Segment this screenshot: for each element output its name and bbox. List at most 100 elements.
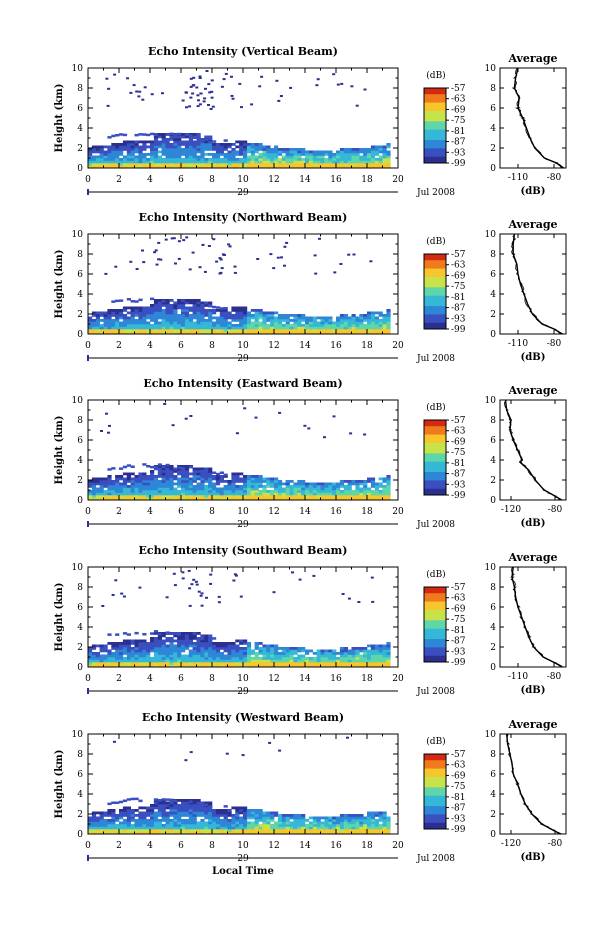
- heatmap-cell: [363, 165, 368, 169]
- heatmap-cell: [343, 824, 348, 827]
- heatmap-cell: [153, 133, 159, 137]
- heatmap-cell: [188, 800, 193, 803]
- heatmap-cell: [312, 321, 317, 325]
- heatmap-cell: [359, 490, 364, 493]
- heatmap-cell: [382, 824, 387, 827]
- colorbar-segment: [424, 125, 446, 128]
- heatmap-cell: [161, 632, 166, 635]
- panel-title: Echo Intensity (Northward Beam): [139, 211, 348, 224]
- colorbar-segment: [424, 94, 446, 97]
- heatmap-cell: [138, 829, 143, 832]
- heatmap-cell: [223, 326, 228, 330]
- heatmap-cell: [146, 649, 151, 653]
- heatmap-cell: [122, 158, 128, 161]
- heatmap-cell: [339, 816, 345, 820]
- heatmap-cell: [246, 657, 252, 660]
- heatmap-cell: [142, 826, 147, 830]
- heatmap-cell: [107, 324, 112, 327]
- heatmap-cell: [188, 155, 193, 159]
- heatmap-cell: [188, 497, 193, 501]
- heatmap-cell: [231, 652, 236, 655]
- heatmap-cell: [200, 487, 205, 491]
- heatmap-cell: [184, 759, 188, 762]
- heatmap-cell: [208, 809, 213, 812]
- heatmap-cell: [355, 155, 360, 159]
- heatmap-cell: [378, 819, 383, 822]
- heatmap-cell: [122, 662, 128, 665]
- heatmap-cell: [235, 487, 240, 491]
- heatmap-cell: [359, 831, 364, 835]
- heatmap-cell: [95, 326, 100, 330]
- y-tick-label: 6: [77, 770, 83, 780]
- heatmap-cell: [231, 316, 236, 320]
- heatmap-cell: [374, 497, 379, 501]
- heatmap-cell: [246, 158, 252, 161]
- heatmap-cell: [107, 809, 112, 812]
- heatmap-cell: [188, 148, 193, 151]
- heatmap-cell: [363, 155, 368, 159]
- heatmap-cell: [351, 158, 356, 161]
- heatmap-cell: [91, 329, 97, 332]
- heatmap-cell: [192, 801, 197, 805]
- heatmap-cell: [157, 329, 162, 332]
- heatmap-cell: [188, 806, 193, 810]
- heatmap-cell: [99, 482, 104, 486]
- heatmap-cell: [370, 814, 376, 817]
- colorbar-segment: [424, 474, 446, 477]
- heatmap-cell: [126, 487, 131, 491]
- heatmap-cell: [157, 811, 162, 815]
- heatmap-cell: [235, 492, 240, 496]
- colorbar-segment: [424, 768, 446, 772]
- heatmap-cell: [277, 150, 283, 154]
- heatmap-cell: [382, 644, 387, 648]
- heatmap-cell: [219, 311, 224, 315]
- heatmap-cell: [153, 299, 159, 302]
- heatmap-cell: [254, 811, 259, 815]
- heatmap-cell: [99, 814, 104, 817]
- colorbar-tick-label: -75: [451, 782, 466, 792]
- heatmap-cell: [130, 465, 135, 468]
- x-tick-label: 4: [147, 841, 153, 851]
- heatmap-cell: [355, 329, 360, 332]
- heatmap-cell: [130, 482, 135, 486]
- heatmap-cell: [188, 662, 193, 665]
- heatmap-cell: [243, 475, 248, 478]
- heatmap-cell: [200, 314, 205, 317]
- heatmap-cell: [177, 633, 182, 636]
- heatmap-cell: [196, 826, 201, 830]
- heatmap-cell: [150, 140, 155, 144]
- heatmap-cell: [173, 319, 178, 322]
- heatmap-cell: [217, 595, 221, 598]
- heatmap-cell: [370, 324, 376, 327]
- heatmap-cell: [115, 299, 120, 303]
- heatmap-cell: [382, 657, 387, 660]
- heatmap-cell: [153, 153, 159, 156]
- heatmap-cell: [196, 806, 201, 810]
- y-tick-label: 8: [77, 416, 83, 426]
- heatmap-cell: [274, 649, 279, 653]
- heatmap-cell: [135, 268, 139, 270]
- heatmap-cell: [262, 492, 267, 496]
- heatmap-cell: [138, 819, 143, 822]
- heatmap-cell: [157, 470, 162, 473]
- heatmap-cell: [235, 153, 240, 156]
- heatmap-cell: [181, 642, 186, 645]
- heatmap-cell: [188, 477, 193, 481]
- heatmap-cell: [164, 238, 168, 241]
- heatmap-cell: [146, 487, 151, 491]
- heatmap-cell: [115, 829, 120, 832]
- colorbar-segment: [424, 430, 446, 433]
- heatmap-cell: [298, 578, 302, 581]
- heatmap-cell: [204, 652, 209, 655]
- heatmap-cell: [324, 319, 329, 322]
- heatmap-cell: [173, 331, 178, 335]
- heatmap-cell: [103, 155, 108, 159]
- heatmap-cell: [235, 324, 240, 327]
- average-y-tick-label: 4: [490, 790, 496, 800]
- heatmap-cell: [239, 150, 244, 154]
- heatmap-cell: [157, 472, 162, 476]
- heatmap-cell: [196, 821, 201, 825]
- heatmap-cell: [142, 490, 147, 493]
- heatmap-cell: [266, 319, 271, 322]
- colorbar-segment: [424, 492, 446, 496]
